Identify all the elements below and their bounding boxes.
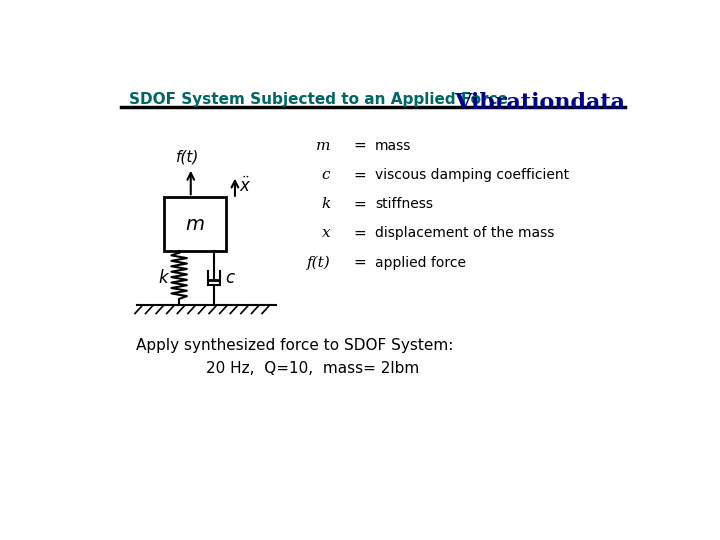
- Text: $\ddot{x}$: $\ddot{x}$: [239, 177, 251, 196]
- Text: k: k: [321, 197, 330, 211]
- Text: =: =: [354, 138, 366, 153]
- Text: =: =: [354, 226, 366, 241]
- Text: viscous damping coefficient: viscous damping coefficient: [375, 168, 570, 182]
- Text: f(t): f(t): [176, 150, 199, 165]
- Text: =: =: [354, 255, 366, 270]
- Text: c: c: [225, 269, 234, 287]
- Text: x: x: [322, 226, 330, 240]
- Text: SDOF System Subjected to an Applied Force: SDOF System Subjected to an Applied Forc…: [129, 92, 508, 107]
- Text: 20 Hz,  Q=10,  mass= 2lbm: 20 Hz, Q=10, mass= 2lbm: [206, 361, 420, 376]
- Text: k: k: [159, 269, 168, 287]
- Text: =: =: [354, 167, 366, 183]
- Text: applied force: applied force: [375, 255, 467, 269]
- Text: f(t): f(t): [307, 255, 330, 270]
- Text: Vibrationdata: Vibrationdata: [454, 92, 625, 114]
- Text: displacement of the mass: displacement of the mass: [375, 226, 554, 240]
- Text: mass: mass: [375, 139, 412, 153]
- Text: c: c: [322, 168, 330, 182]
- Text: Apply synthesized force to SDOF System:: Apply synthesized force to SDOF System:: [137, 339, 454, 353]
- Text: stiffness: stiffness: [375, 197, 433, 211]
- Bar: [163, 197, 225, 251]
- Text: =: =: [354, 197, 366, 212]
- Text: m: m: [185, 215, 204, 234]
- Text: m: m: [316, 139, 330, 153]
